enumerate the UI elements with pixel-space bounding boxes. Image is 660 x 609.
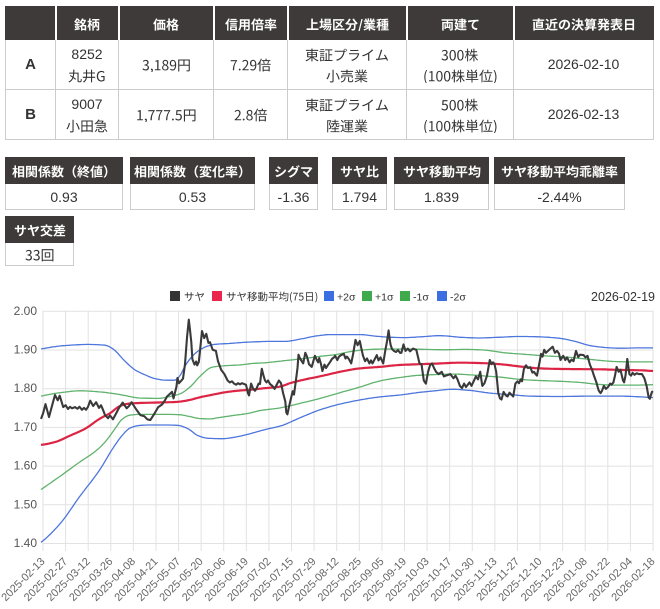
svg-text:1.70: 1.70 [14,420,38,434]
svg-text:+2σ: +2σ [337,292,356,304]
svg-text:1.50: 1.50 [14,497,38,511]
svg-text:1.90: 1.90 [14,343,38,357]
svg-text:-2σ: -2σ [450,292,466,304]
svg-text:2026-02-19: 2026-02-19 [591,290,655,304]
svg-text:1.60: 1.60 [14,459,38,473]
svg-text:+1σ: +1σ [375,292,394,304]
svg-text:1.80: 1.80 [14,381,38,395]
svg-text:-1σ: -1σ [413,292,429,304]
svg-text:2.00: 2.00 [14,304,38,318]
svg-text:1.40: 1.40 [14,536,38,550]
